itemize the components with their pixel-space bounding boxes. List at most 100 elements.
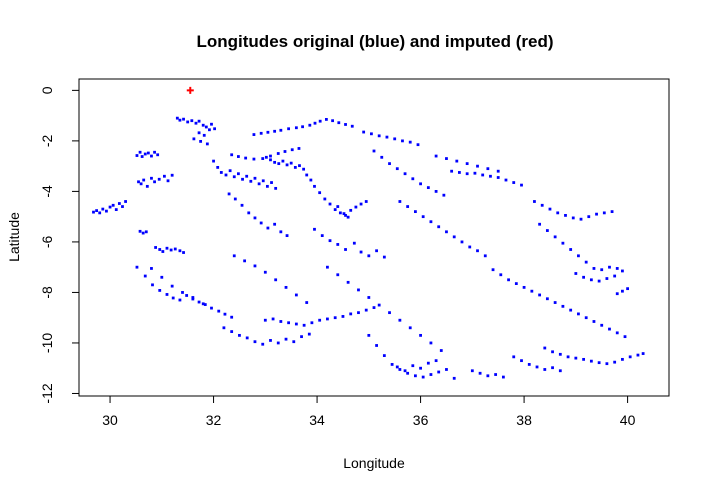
original-point [245, 174, 249, 178]
original-point [476, 164, 479, 168]
original-point [600, 323, 604, 327]
original-point [621, 357, 624, 361]
original-point [204, 125, 208, 129]
original-point [265, 184, 269, 188]
original-point [507, 278, 510, 282]
original-point [284, 337, 288, 341]
original-point [190, 119, 194, 123]
original-point [564, 213, 567, 217]
original-point [395, 365, 399, 369]
original-point [253, 340, 257, 344]
original-point [143, 152, 147, 156]
original-point [452, 235, 456, 239]
original-point [398, 368, 402, 371]
original-point [271, 317, 275, 321]
original-point [294, 322, 298, 326]
original-point [150, 176, 153, 180]
original-point [197, 300, 201, 304]
original-point [156, 153, 160, 157]
original-point [367, 254, 371, 258]
original-point [247, 211, 251, 215]
original-point [411, 177, 415, 181]
original-point [203, 303, 207, 306]
original-point [377, 303, 381, 307]
original-point [224, 173, 228, 177]
y-tick-label: 0 [39, 86, 55, 94]
original-point [357, 288, 360, 292]
original-point [301, 125, 304, 129]
original-point [320, 234, 324, 238]
original-point [105, 209, 108, 213]
original-point [364, 308, 368, 312]
original-point [460, 240, 464, 244]
original-point [352, 241, 356, 245]
original-point [273, 160, 277, 164]
y-tick-label: -10 [39, 333, 55, 353]
original-point [382, 354, 386, 357]
original-point [318, 318, 322, 322]
original-point [165, 293, 169, 296]
original-point [210, 122, 213, 126]
original-point [227, 192, 231, 196]
original-point [124, 200, 127, 203]
original-point [465, 172, 469, 176]
original-point [257, 182, 261, 186]
original-point [178, 118, 182, 122]
original-point [201, 302, 205, 306]
original-point [276, 152, 280, 155]
original-point [445, 230, 448, 234]
original-point [395, 167, 399, 171]
original-point [615, 292, 619, 296]
original-point [244, 156, 248, 160]
data-points [92, 86, 645, 380]
original-point [439, 349, 443, 352]
original-point [208, 128, 211, 132]
original-point [158, 248, 162, 251]
original-point [349, 312, 353, 316]
original-point [283, 150, 287, 153]
original-point [406, 371, 410, 375]
original-point [535, 365, 539, 369]
original-point [232, 175, 236, 179]
original-point [496, 169, 500, 173]
original-point [579, 217, 583, 221]
original-point [108, 205, 112, 209]
original-point [499, 273, 503, 277]
original-point [613, 274, 617, 278]
original-point [323, 197, 327, 201]
original-point [171, 296, 175, 300]
original-point [150, 154, 153, 158]
original-point [98, 211, 102, 215]
original-point [252, 157, 256, 161]
original-point [429, 220, 433, 224]
original-point [372, 306, 376, 309]
original-point [491, 268, 495, 272]
original-point [636, 353, 640, 357]
original-point [615, 331, 619, 335]
original-point [419, 182, 422, 186]
original-point [230, 330, 234, 333]
original-point [520, 359, 523, 363]
original-point [483, 254, 487, 258]
original-point [269, 158, 272, 162]
original-point [269, 339, 272, 342]
original-point [135, 154, 139, 157]
original-point [341, 315, 345, 318]
original-point [486, 374, 490, 378]
original-point [135, 265, 139, 269]
original-point [290, 148, 294, 152]
original-point [141, 231, 145, 235]
original-point [388, 162, 391, 166]
original-point [178, 249, 182, 253]
original-point [162, 174, 166, 178]
original-point [328, 202, 332, 206]
original-point [186, 120, 190, 124]
original-point [597, 279, 601, 283]
original-point [287, 127, 291, 131]
original-point [158, 289, 162, 292]
original-point [571, 216, 575, 220]
original-point [243, 259, 247, 263]
original-point [473, 171, 477, 175]
original-point [377, 134, 381, 138]
original-point [279, 230, 283, 234]
